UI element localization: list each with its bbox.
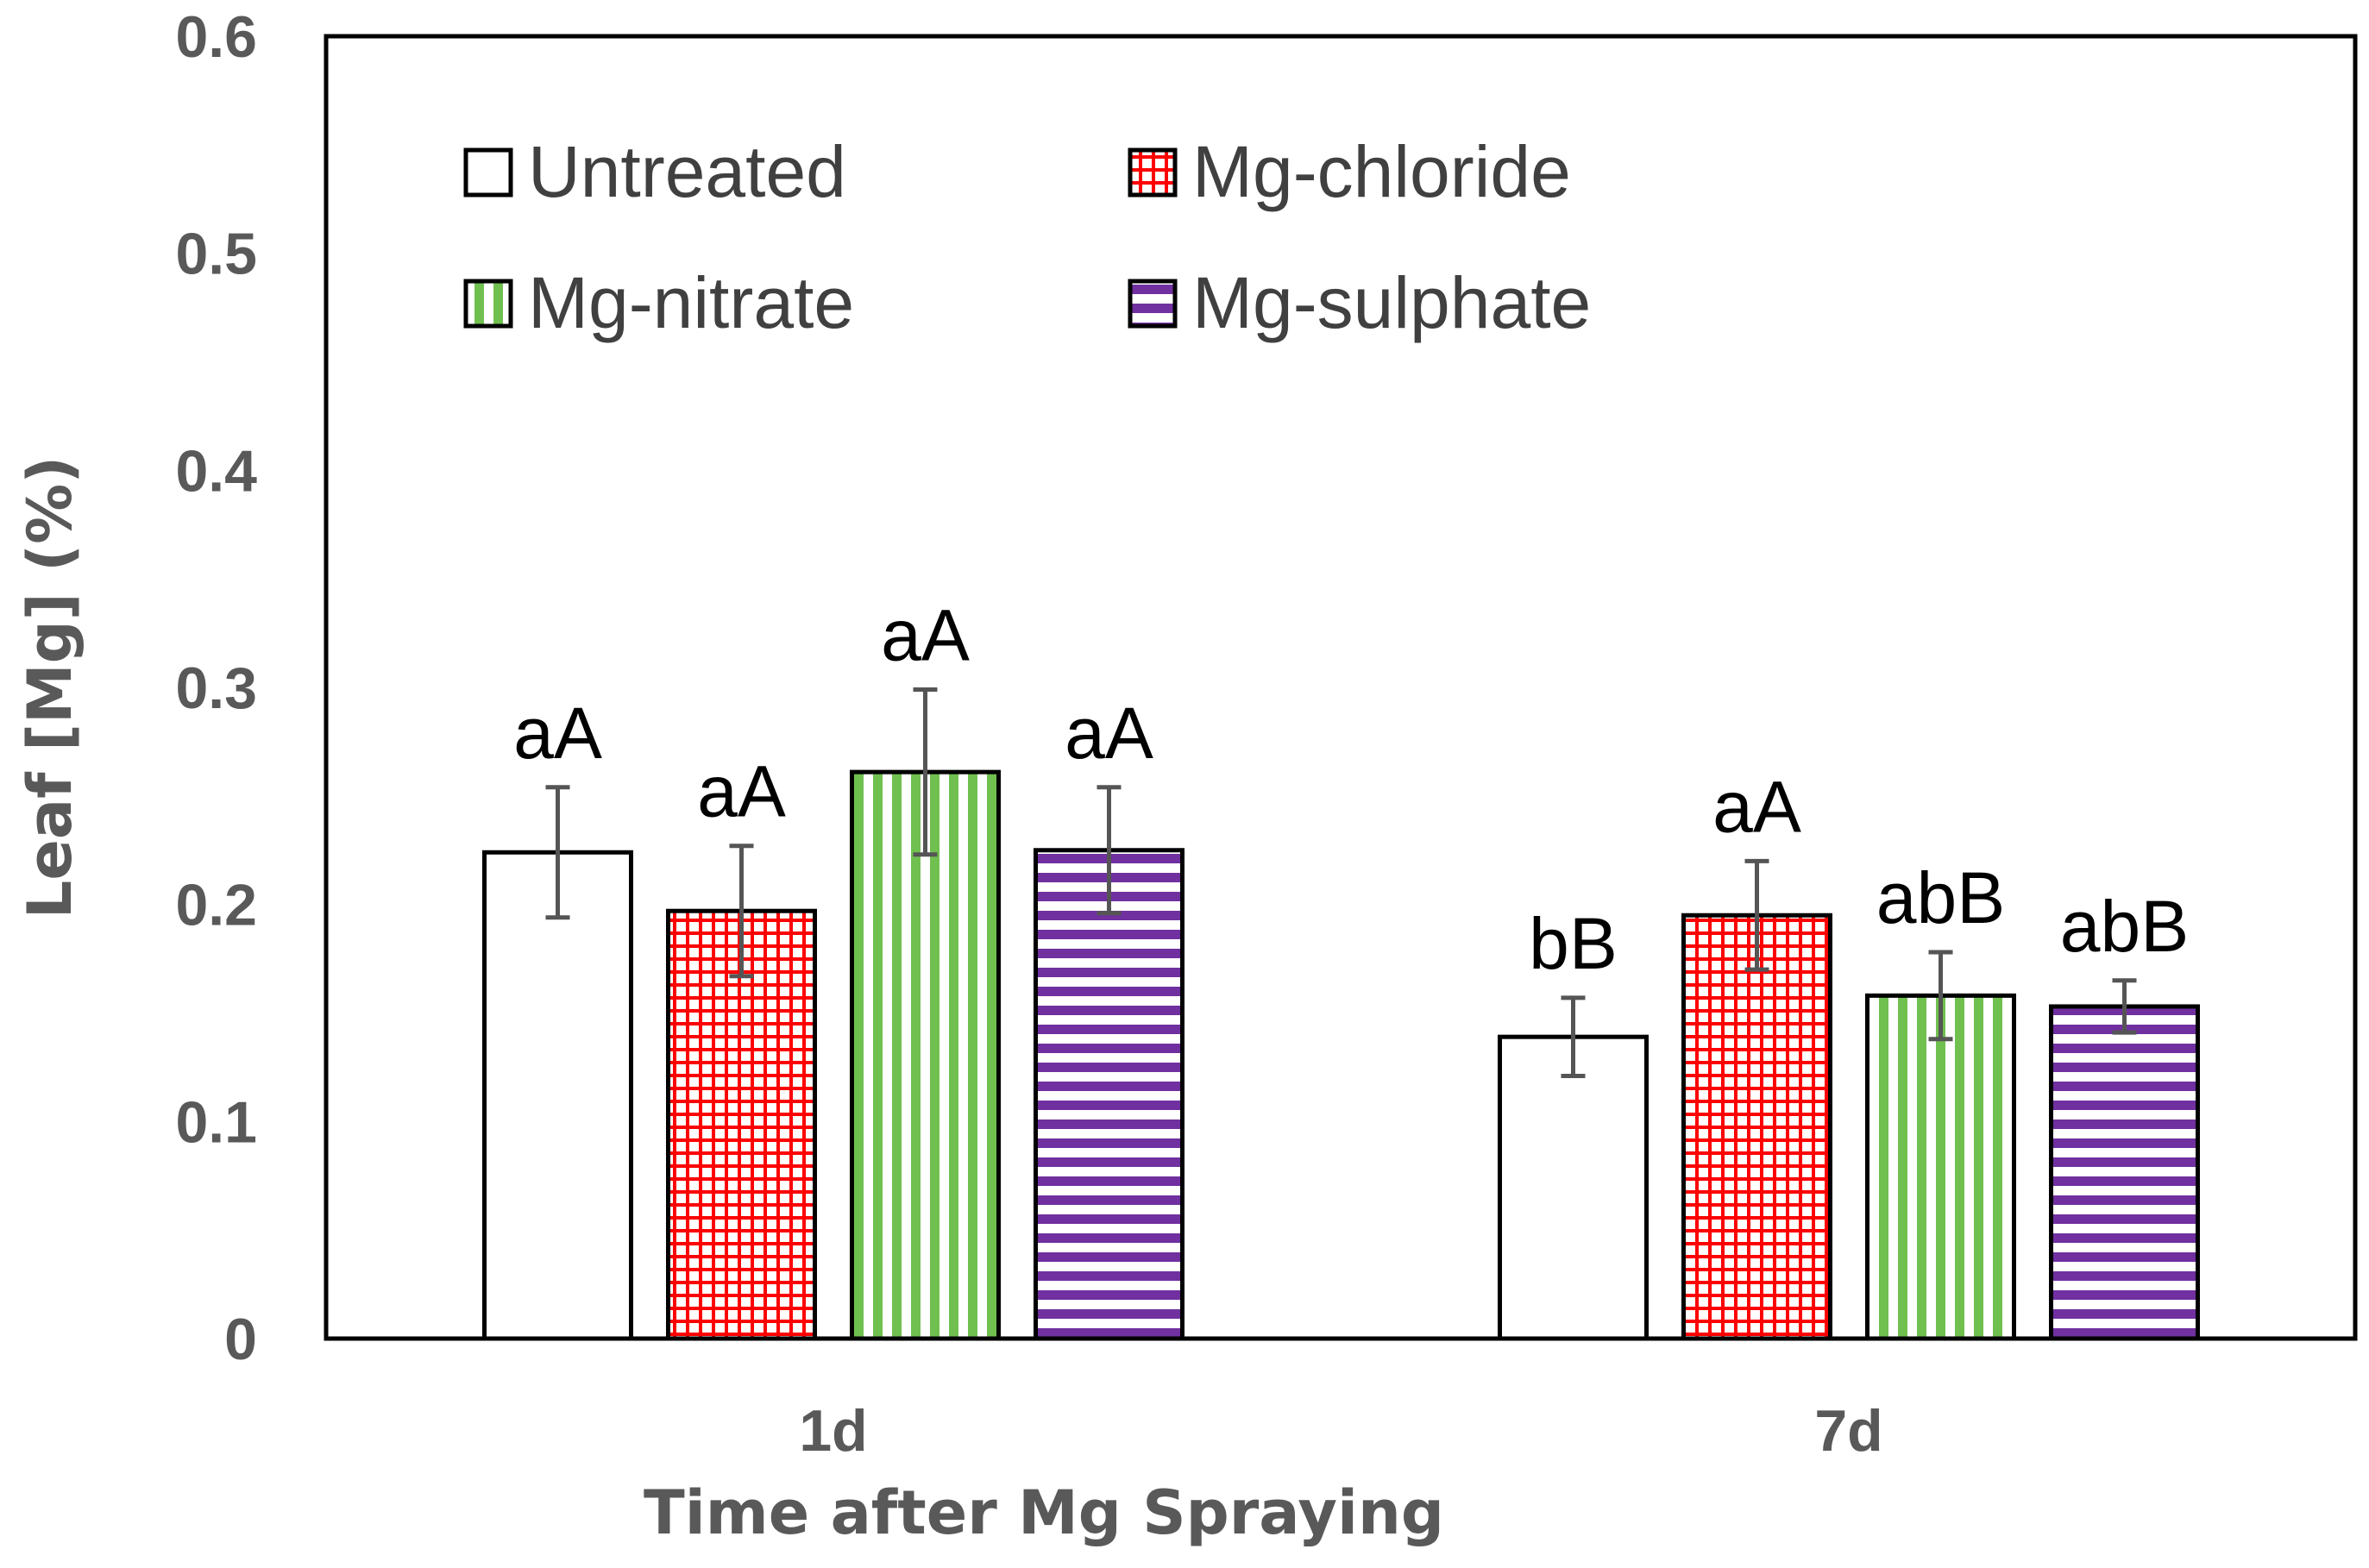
error-bar xyxy=(1744,858,1769,972)
legend: Untreated Mg-chloride Mg-nitrate Mg-sulphat… xyxy=(463,131,1591,343)
significance-label: abB xyxy=(1876,857,2005,938)
legend-item: Mg-chloride xyxy=(1128,131,1571,212)
significance-label: aA xyxy=(697,751,786,832)
x-tick-label: 7d xyxy=(1814,1398,1882,1464)
legend-swatch xyxy=(463,279,513,329)
y-tick-label: 0.2 xyxy=(175,873,257,938)
bar xyxy=(1681,913,1832,1341)
significance-label: aA xyxy=(1065,693,1153,774)
bar xyxy=(482,850,633,1341)
significance-label: aA xyxy=(881,595,970,676)
significance-label: aA xyxy=(1712,766,1801,847)
significance-label: aA xyxy=(513,693,602,774)
error-bar xyxy=(913,687,938,857)
y-axis-ticks: 0 0.1 0.2 0.3 0.4 0.5 0.6 xyxy=(175,4,257,1372)
significance-label: bB xyxy=(1529,903,1618,984)
error-bar xyxy=(1097,785,1122,916)
y-axis-title: Leaf [Mg] (%) xyxy=(15,456,85,919)
legend-item: Mg-nitrate xyxy=(463,262,854,343)
y-tick-label: 0.3 xyxy=(175,655,257,721)
legend-item: Mg-sulphate xyxy=(1128,262,1591,343)
error-bar xyxy=(1928,950,1953,1042)
legend-swatch xyxy=(1128,279,1178,329)
legend-label: Mg-sulphate xyxy=(1192,262,1591,343)
legend-label: Mg-nitrate xyxy=(528,262,854,343)
y-tick-label: 0.5 xyxy=(175,222,257,287)
significance-label: abB xyxy=(2060,886,2189,967)
bar xyxy=(2049,1004,2200,1341)
bar xyxy=(1034,848,1184,1341)
x-axis-categories: 1d 7d xyxy=(799,1398,1882,1464)
significance-labels: aA aA aA aA bB aA abB abB xyxy=(513,595,2189,984)
y-tick-label: 0.6 xyxy=(175,4,257,70)
y-tick-label: 0 xyxy=(224,1307,257,1372)
x-tick-label: 1d xyxy=(799,1398,867,1464)
legend-swatch xyxy=(1128,147,1178,198)
error-bar xyxy=(729,844,754,979)
y-tick-label: 0.4 xyxy=(175,438,257,504)
plot-area xyxy=(324,34,2358,1341)
legend-item: Untreated xyxy=(463,131,846,212)
legend-swatch xyxy=(463,147,513,198)
error-bar xyxy=(2112,978,2137,1035)
legend-label: Untreated xyxy=(528,131,846,212)
bar xyxy=(1865,993,2016,1341)
error-bar xyxy=(545,785,570,920)
y-tick-label: 0.1 xyxy=(175,1089,257,1155)
bar xyxy=(850,769,1001,1341)
error-bars xyxy=(545,687,2137,1078)
x-axis-title: Time after Mg Spraying xyxy=(644,1477,1444,1548)
error-bar xyxy=(1561,995,1586,1078)
bar xyxy=(1498,1034,1649,1341)
legend-label: Mg-chloride xyxy=(1192,131,1571,212)
